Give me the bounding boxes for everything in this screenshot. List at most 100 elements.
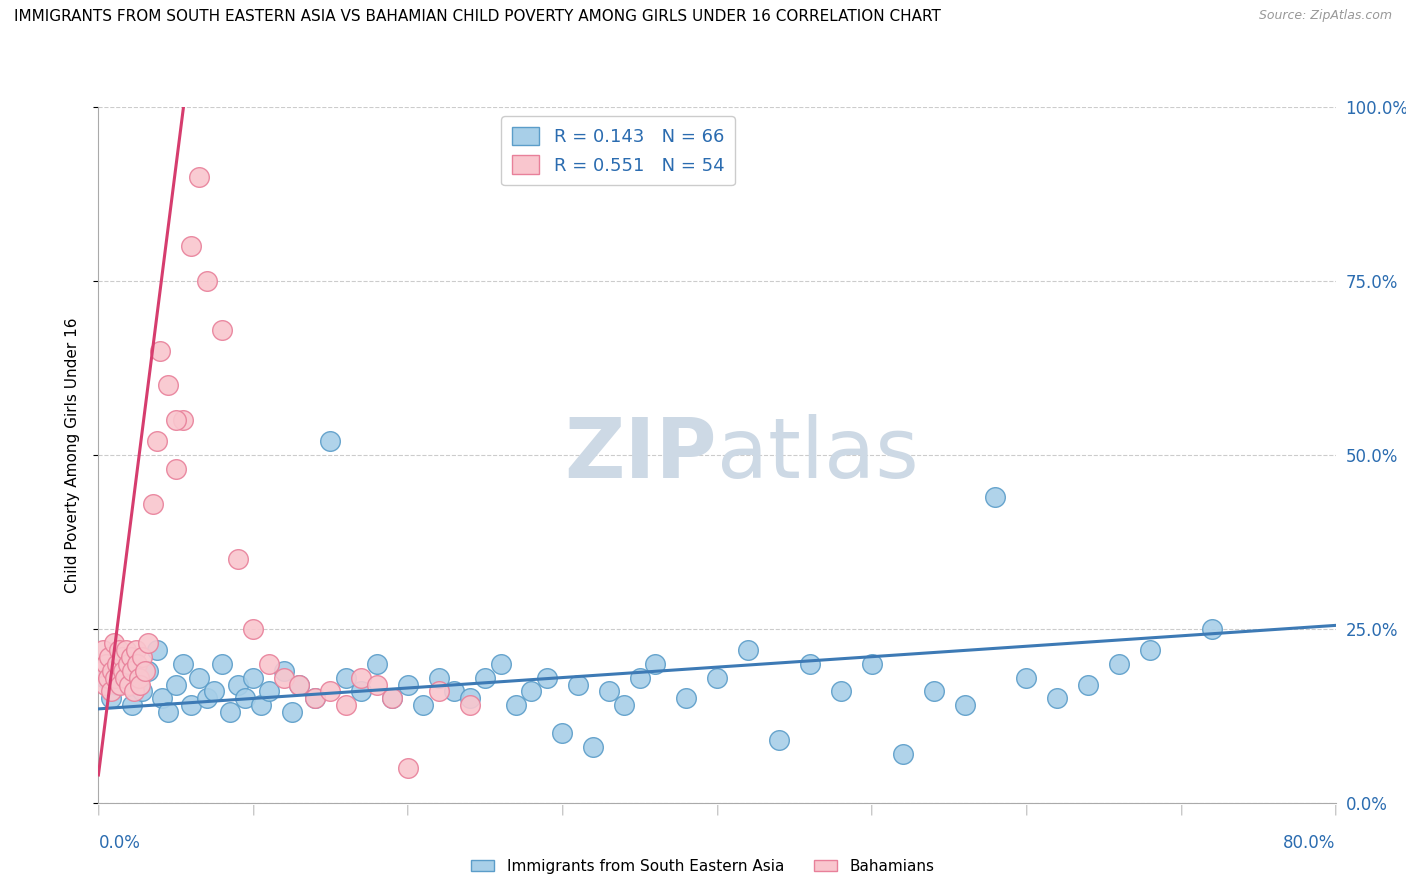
Point (117, 657, 139, 671)
Point (257, 684, 280, 698)
Point (100, 691, 122, 706)
Point (953, 698, 976, 713)
Point (195, 274, 218, 288)
Point (366, 677, 388, 691)
Text: |: | (1180, 805, 1182, 815)
Point (1046, 691, 1069, 706)
Point (984, 490, 1007, 504)
Point (112, 664, 135, 678)
Text: |: | (1025, 805, 1028, 815)
Point (91, 642, 114, 657)
Point (97, 671, 120, 685)
Point (396, 761, 419, 775)
Point (737, 642, 759, 657)
Point (1015, 671, 1038, 685)
Point (101, 664, 124, 678)
Point (474, 671, 496, 685)
Point (235, 691, 257, 706)
Point (891, 747, 914, 761)
Point (458, 698, 481, 713)
Point (211, 657, 233, 671)
Point (830, 684, 852, 698)
Point (180, 239, 202, 253)
Point (288, 677, 311, 691)
Point (598, 684, 620, 698)
Text: Source: ZipAtlas.com: Source: ZipAtlas.com (1258, 9, 1392, 22)
Text: |: | (561, 805, 564, 815)
Point (628, 671, 651, 685)
Point (1139, 642, 1161, 657)
Text: atlas: atlas (717, 415, 918, 495)
Point (412, 698, 434, 713)
Text: |: | (870, 805, 873, 815)
Point (273, 671, 295, 685)
Legend: R = 0.143   N = 66, R = 0.551   N = 54: R = 0.143 N = 66, R = 0.551 N = 54 (501, 116, 735, 186)
Text: 0.0%: 0.0% (98, 834, 141, 852)
Point (146, 434, 169, 448)
Point (165, 462, 187, 476)
Point (366, 657, 388, 671)
Text: |: | (97, 805, 100, 815)
Point (257, 657, 280, 671)
Point (644, 657, 666, 671)
Point (381, 691, 404, 706)
Point (124, 642, 146, 657)
Point (98, 649, 121, 664)
Point (100, 684, 122, 698)
Point (427, 671, 450, 685)
Point (458, 691, 481, 706)
Point (242, 671, 264, 685)
Point (335, 671, 357, 685)
Point (335, 698, 357, 713)
Point (173, 657, 195, 671)
Point (118, 677, 141, 691)
Point (350, 684, 373, 698)
Point (219, 706, 242, 720)
Point (96, 657, 118, 671)
Point (188, 671, 211, 685)
Point (157, 378, 180, 392)
Point (93, 677, 115, 691)
Point (149, 343, 172, 358)
Point (799, 657, 821, 671)
Point (567, 677, 589, 691)
Point (105, 657, 128, 671)
Point (505, 698, 527, 713)
Point (319, 434, 342, 448)
Point (146, 642, 169, 657)
Point (582, 740, 605, 755)
Point (1201, 622, 1223, 636)
Point (443, 684, 465, 698)
Point (165, 413, 187, 427)
Point (114, 671, 136, 685)
Point (204, 684, 226, 698)
Point (922, 684, 945, 698)
Point (173, 413, 195, 427)
Point (536, 671, 558, 685)
Point (226, 677, 249, 691)
Point (860, 657, 883, 671)
Point (613, 698, 636, 713)
Point (134, 664, 156, 678)
Point (142, 497, 165, 511)
Point (396, 677, 419, 691)
Point (350, 671, 373, 685)
Point (226, 552, 249, 566)
Text: 80.0%: 80.0% (1284, 834, 1336, 852)
Point (304, 691, 326, 706)
Point (551, 726, 574, 740)
Text: |: | (716, 805, 718, 815)
Point (111, 649, 134, 664)
Point (127, 657, 149, 671)
Point (120, 649, 142, 664)
Point (136, 664, 159, 678)
Point (131, 649, 153, 664)
Point (165, 677, 187, 691)
Point (150, 691, 173, 706)
Point (211, 323, 233, 337)
Point (108, 677, 131, 691)
Point (706, 671, 728, 685)
Point (122, 684, 145, 698)
Point (381, 691, 404, 706)
Point (520, 684, 543, 698)
